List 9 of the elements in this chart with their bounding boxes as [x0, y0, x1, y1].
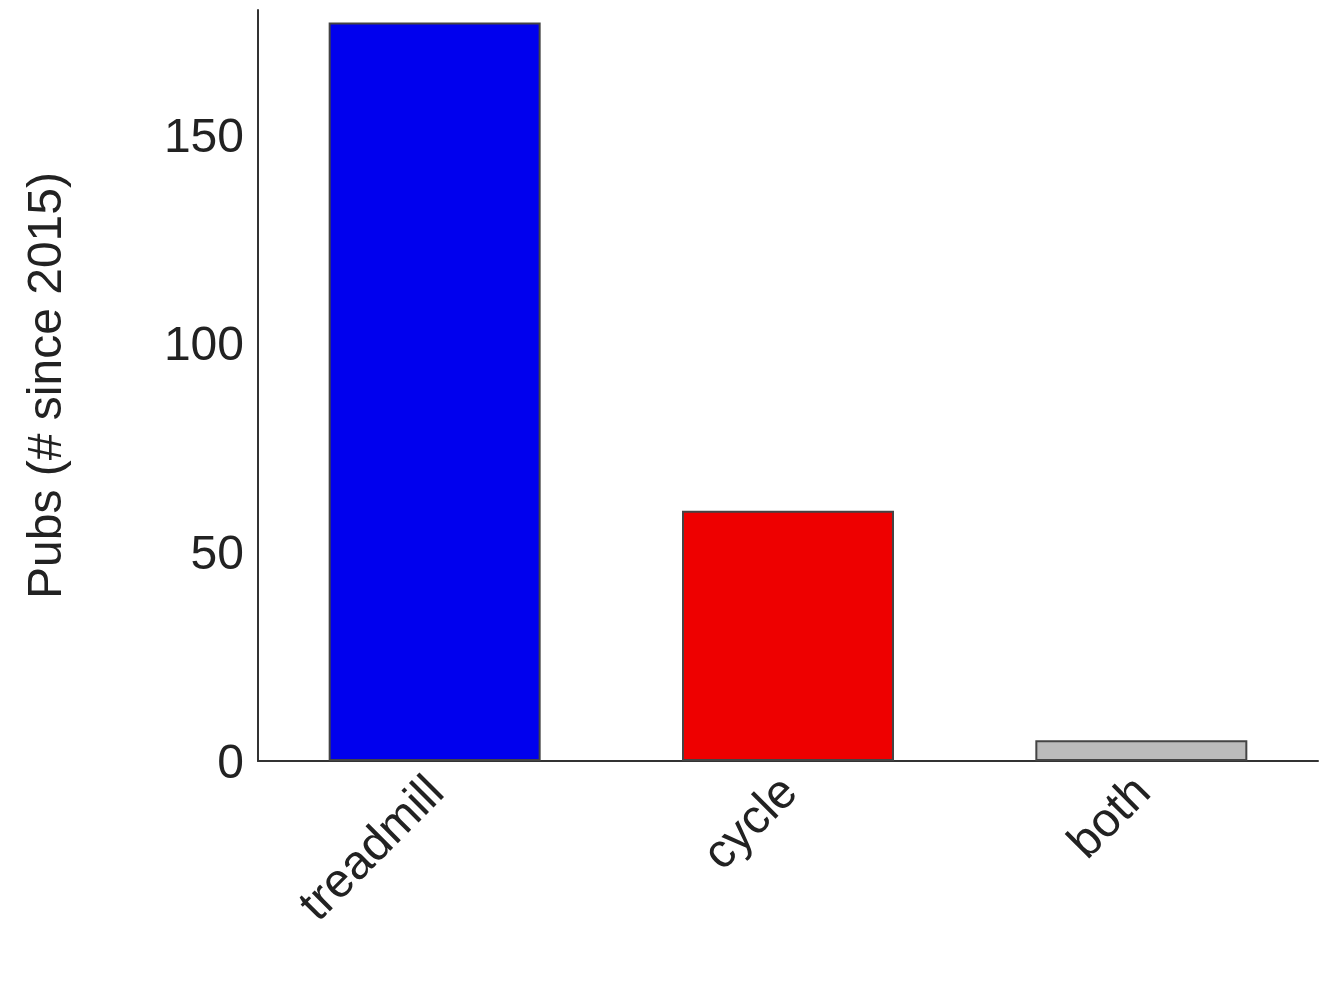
bar [1035, 740, 1248, 761]
x-tick-label: both [1056, 764, 1161, 868]
y-tick-label: 0 [217, 734, 244, 788]
y-tick-label: 50 [190, 525, 244, 579]
y-tick-label: 150 [163, 108, 244, 162]
y-tick-label: 100 [163, 317, 244, 371]
y-axis-title: Pubs (# since 2015) [17, 172, 71, 599]
bar [328, 22, 541, 761]
bar [682, 510, 894, 761]
